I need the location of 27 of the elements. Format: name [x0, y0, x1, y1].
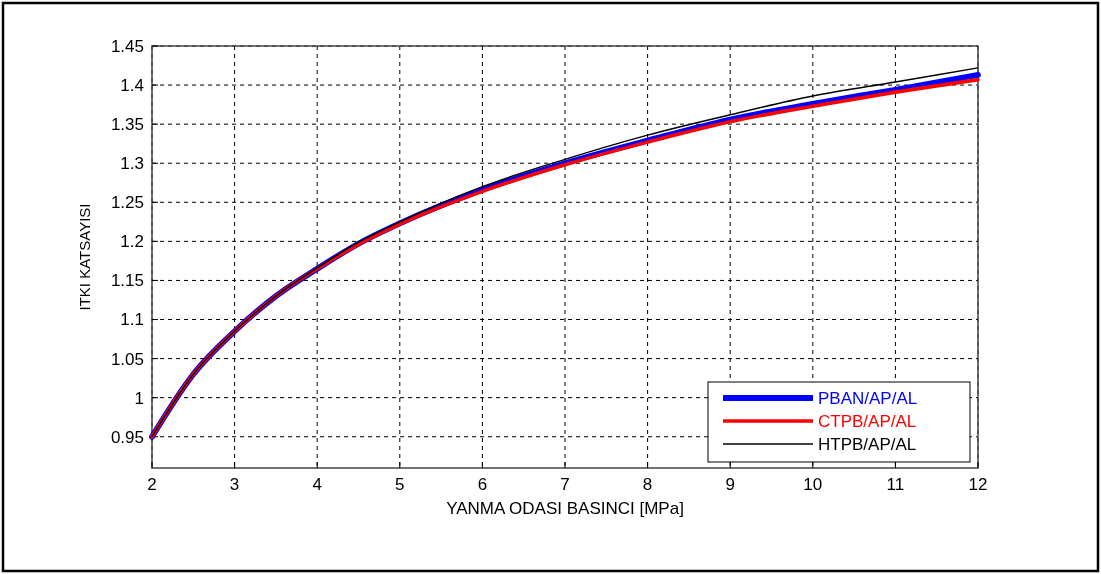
- y-tick-label: 1.35: [110, 115, 144, 135]
- x-tick-label: 9: [725, 475, 735, 494]
- y-tick-label: 1: [134, 388, 144, 408]
- y-tick-label: 1.45: [110, 36, 144, 56]
- y-tick-label: 1.1: [120, 310, 144, 330]
- x-tick-label: 6: [477, 475, 488, 494]
- x-tick-label: 2: [147, 475, 157, 494]
- text: PBAN/AP/AL: [818, 388, 918, 408]
- y-tick-label: 1.15: [110, 271, 144, 291]
- x-tick-label: 7: [560, 475, 570, 494]
- y-axis-title: ITKI KATSAYISI: [76, 203, 93, 311]
- y-tick-label: 1.05: [110, 349, 144, 369]
- x-tick-label: 10: [803, 475, 823, 494]
- y-tick-label: 1.25: [110, 193, 144, 213]
- x-tick-label: 12: [968, 475, 988, 494]
- y-tick-label: 0.95: [110, 427, 144, 447]
- y-tick-label: 1.4: [120, 76, 144, 96]
- y-tick-label: 1.2: [120, 232, 144, 252]
- text: HTPB/AP/AL: [818, 434, 917, 454]
- y-tick-label: 1.3: [120, 154, 144, 174]
- x-tick-label: 8: [642, 475, 653, 494]
- x-tick-label: 4: [312, 475, 322, 494]
- x-tick-label: 11: [886, 475, 905, 494]
- x-axis-title: YANMA ODASI BASINCI [MPa]: [446, 499, 684, 518]
- text: CTPB/AP/AL: [818, 411, 917, 431]
- x-tick-label: 3: [229, 475, 240, 494]
- x-tick-label: 5: [395, 475, 405, 494]
